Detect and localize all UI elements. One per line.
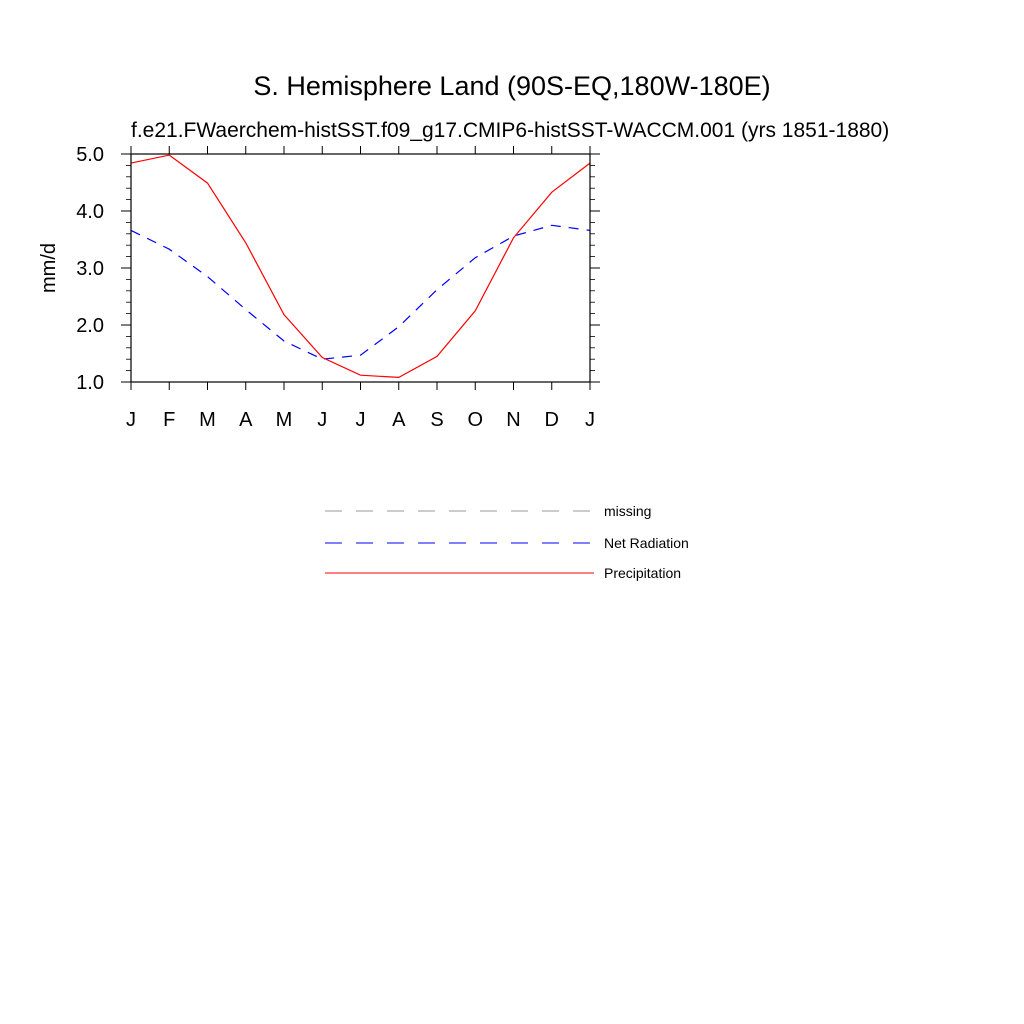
y-tick-label: 3.0 [76, 258, 104, 280]
legend-label: Net Radiation [604, 535, 689, 551]
x-tick-label: J [317, 409, 327, 431]
series-lines [130, 154, 591, 379]
y-tick-labels: 1.0 2.0 3.0 4.0 5.0 [76, 144, 104, 394]
y-tick-label: 1.0 [76, 372, 104, 394]
x-tick-label: J [356, 409, 366, 431]
chart-subtitle: f.e21.FWaerchem-histSST.f09_g17.CMIP6-hi… [131, 119, 889, 142]
plot-frame [130, 153, 591, 383]
x-tick-label: S [430, 409, 443, 431]
x-tick-label: J [585, 409, 595, 431]
legend: missing Net Radiation Precipitation [325, 503, 689, 581]
chart-title: S. Hemisphere Land (90S-EQ,180W-180E) [253, 71, 770, 101]
x-tick-label: A [392, 409, 406, 431]
x-tick-label: N [506, 409, 520, 431]
series-line-precipitation [130, 154, 591, 379]
x-tick-label: A [239, 409, 253, 431]
y-tick-label: 5.0 [76, 144, 104, 166]
y-tick-label: 4.0 [76, 201, 104, 223]
x-tick-label: M [199, 409, 216, 431]
series-line-net-radiation [130, 224, 591, 360]
x-tick-label: J [126, 409, 136, 431]
legend-label: Precipitation [604, 565, 681, 581]
x-tick-label: O [467, 409, 483, 431]
axis-ticks [121, 146, 600, 390]
x-tick-label: D [545, 409, 559, 431]
legend-label: missing [604, 503, 651, 519]
y-tick-label: 2.0 [76, 315, 104, 337]
x-tick-label: M [276, 409, 293, 431]
y-axis-title: mm/d [38, 243, 60, 293]
x-tick-label: F [163, 409, 175, 431]
